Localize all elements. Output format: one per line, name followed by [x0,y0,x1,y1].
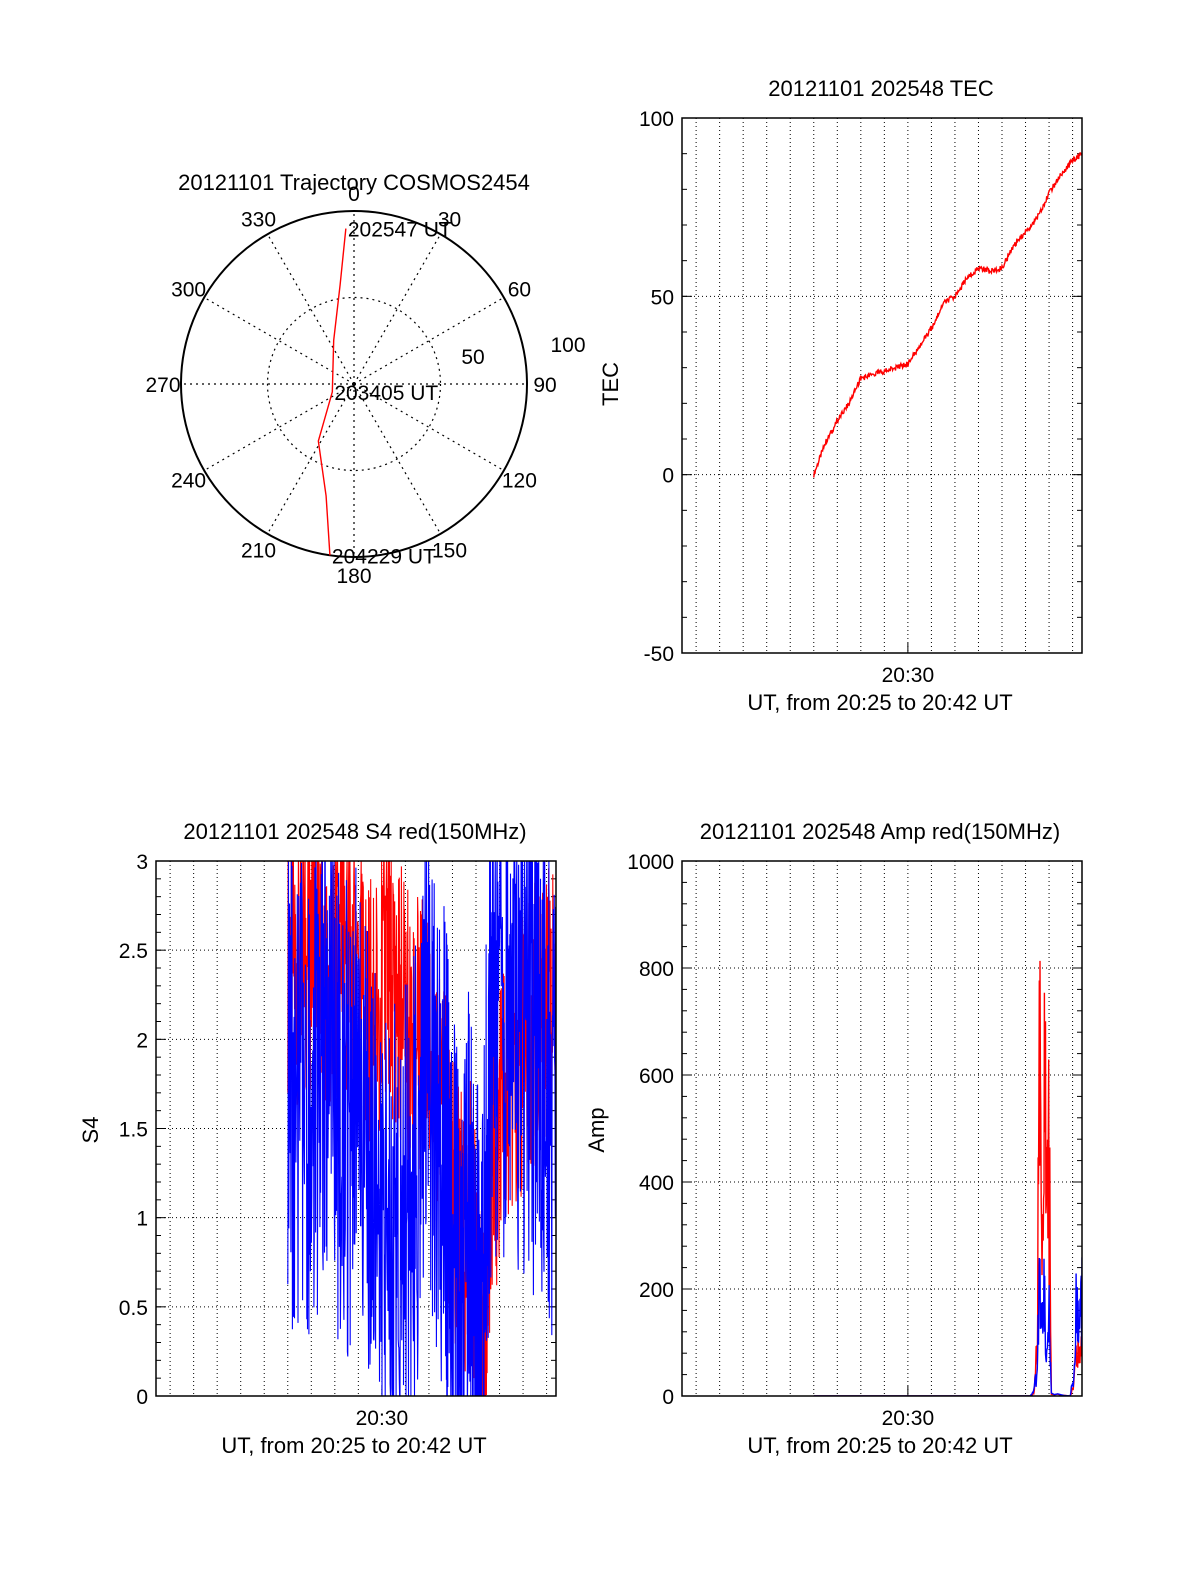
amp-ylabel: Amp [584,1107,609,1152]
polar-spoke [266,233,355,385]
polar-angle-label: 270 [145,374,180,397]
polar-spoke [353,383,505,472]
amp-ytick-label: 400 [639,1172,674,1195]
polar-angle-label: 0 [348,183,360,206]
polar-spoke [353,233,442,385]
s4-ytick-label: 2.5 [119,940,148,963]
tec-series-line [813,151,1082,478]
polar-outer-circle [180,210,528,558]
tec-ytick-label: 50 [651,286,674,309]
amp-title: 20121101 202548 Amp red(150MHz) [700,819,1060,844]
polar-grid-ring [266,296,442,472]
amp-ytick-label: 600 [639,1065,674,1088]
s4-xtick-label: 20:30 [356,1407,409,1430]
amp-ytick-label: 800 [639,958,674,981]
s4-ytick-label: 3 [136,851,148,874]
amp-xlabel: UT, from 20:25 to 20:42 UT [747,1433,1012,1458]
polar-angle-label: 330 [241,209,276,232]
tec-plot: 20121101 202548 TEC UT, from 20:25 to 20… [598,76,1083,715]
s4-frame [155,860,557,1397]
polar-angle-label: 180 [336,565,371,588]
tec-xtick-label: 20:30 [882,664,935,687]
polar-angle-label: 30 [438,209,461,232]
amp-xtick-label: 20:30 [882,1407,935,1430]
polar-angle-label: 90 [533,374,556,397]
s4-plot: 20121101 202548 S4 red(150MHz) UT, from … [78,819,557,1458]
polar-trajectory-plot: 20121101 Trajectory COSMOS2454 0 30 60 90 12… [145,170,585,588]
amp-plot: 20121101 202548 Amp red(150MHz) UT, from… [584,819,1083,1458]
polar-ring-label: 100 [550,334,585,357]
amp-ytick-label: 1000 [627,851,674,874]
polar-angle-label: 300 [171,279,206,302]
polar-angle-label: 120 [502,470,537,493]
s4-title: 20121101 202548 S4 red(150MHz) [183,819,526,844]
polar-trajectory-line [317,228,347,556]
tec-xlabel: UT, from 20:25 to 20:42 UT [747,690,1012,715]
amp-series-line [813,1257,1082,1396]
polar-spoke [353,383,442,535]
s4-ytick-label: 1.5 [119,1119,148,1142]
s4-xlabel: UT, from 20:25 to 20:42 UT [221,1433,486,1458]
polar-time-label: 204229 UT [332,545,436,568]
amp-series-line [813,960,1082,1396]
s4-series-line [287,861,556,1396]
polar-angle-label: 210 [241,539,276,562]
polar-time-label: 202547 UT [348,219,452,242]
polar-spoke [203,296,355,385]
polar-angle-label: 240 [171,470,206,493]
polar-spoke [353,296,505,385]
amp-frame [681,860,1083,1397]
s4-ytick-label: 0.5 [119,1297,148,1320]
polar-spoke [203,383,355,472]
tec-title: 20121101 202548 TEC [768,76,994,101]
polar-time-label: 203405 UT [334,382,438,405]
polar-spoke [266,383,355,535]
amp-ytick-label: 0 [662,1386,674,1409]
s4-ytick-label: 1 [136,1208,148,1231]
s4-ytick-label: 0 [136,1386,148,1409]
amp-ytick-label: 200 [639,1279,674,1302]
polar-angle-label: 60 [508,279,531,302]
s4-series-line [287,861,556,1396]
tec-ytick-label: 0 [662,465,674,488]
s4-ytick-label: 2 [136,1029,148,1052]
s4-ylabel: S4 [78,1117,103,1144]
tec-frame [681,117,1083,654]
tec-ytick-label: 100 [639,108,674,131]
tec-ylabel: TEC [598,362,623,406]
polar-ring-label: 50 [461,346,484,369]
polar-angle-label: 150 [432,539,467,562]
tec-ytick-label: -50 [644,643,674,666]
polar-title: 20121101 Trajectory COSMOS2454 [178,170,530,195]
